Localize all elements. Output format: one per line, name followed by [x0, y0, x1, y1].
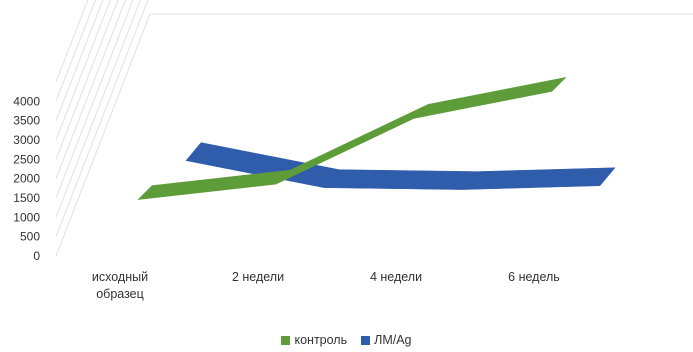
y-axis: 0 500 1000 1500 2000 2500 3000 3500 4000 [13, 94, 40, 263]
y-tick-label-4: 2000 [13, 172, 40, 186]
y-tick-label-0: 0 [33, 249, 40, 263]
grid-diagonal-0 [55, 13, 151, 257]
legend-label-control: контроль [294, 333, 348, 347]
y-tick-label-6: 3000 [13, 133, 40, 147]
grid-diagonal-6 [55, 0, 111, 141]
legend-item-lm-ag: ЛМ/Ag [361, 333, 412, 347]
legend: контроль ЛМ/Ag [0, 333, 693, 347]
legend-item-control: контроль [281, 333, 347, 347]
x-tick-label-3: 6 недель [508, 270, 560, 284]
x-tick-label-1: 2 недели [232, 270, 284, 284]
legend-label-lm-ag: ЛМ/Ag [374, 333, 412, 347]
x-axis: исходный образец 2 недели 4 недели 6 недель [92, 270, 560, 301]
legend-swatch-control [281, 335, 291, 345]
y-tick-label-7: 3500 [13, 114, 40, 128]
grid-diagonal-4 [55, 0, 126, 179]
series-line-lm-ag [185, 142, 616, 190]
y-tick-label-3: 1500 [13, 191, 40, 205]
y-tick-label-8: 4000 [13, 94, 40, 108]
grid-diagonal-9 [55, 0, 89, 83]
grid-diagonal-3 [55, 0, 134, 199]
y-tick-label-2: 1000 [13, 210, 40, 224]
grid-diagonal-8 [55, 0, 96, 102]
gridlines [55, 0, 693, 257]
grid-diagonal-2 [55, 0, 141, 218]
x-tick-label-0: исходный образец [92, 270, 148, 301]
series-line-control [137, 77, 567, 200]
grid-diagonal-5 [55, 0, 119, 160]
y-tick-label-1: 500 [20, 230, 40, 244]
x-tick-label-2: 4 недели [370, 270, 422, 284]
series-layer [137, 77, 616, 200]
y-tick-label-5: 2500 [13, 152, 40, 166]
grid-diagonal-7 [55, 0, 104, 121]
grid-diagonal-1 [55, 0, 149, 237]
legend-swatch-lm-ag [361, 335, 371, 345]
